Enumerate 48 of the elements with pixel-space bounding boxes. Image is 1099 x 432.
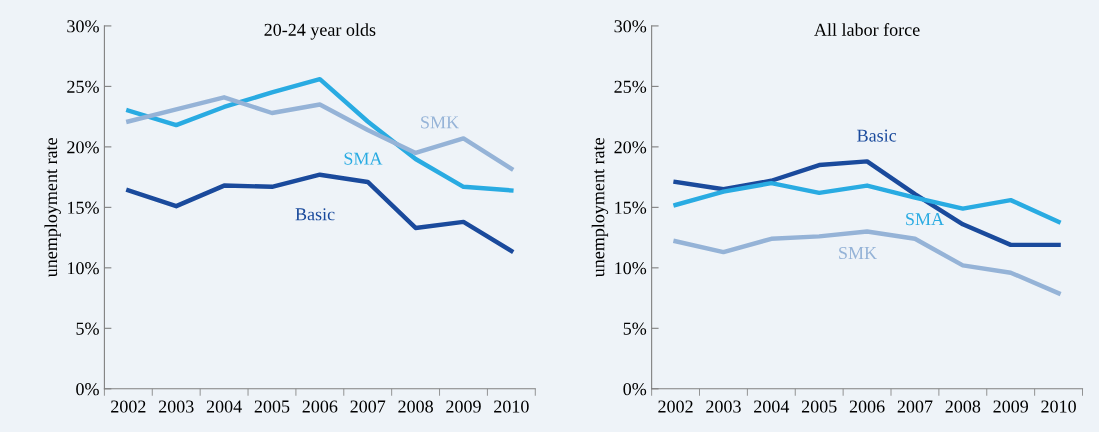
series-label: Basic (857, 129, 897, 142)
x-tick-label: 2005 (801, 400, 837, 413)
line-series (126, 76, 514, 193)
x-tick-label: 2004 (754, 400, 790, 413)
y-tick-label: 5% (76, 322, 99, 335)
x-tick-label: 2009 (993, 400, 1029, 413)
line-series (673, 229, 1061, 296)
x-tick-label: 2007 (897, 400, 933, 413)
x-tick-label: 2003 (158, 400, 194, 413)
y-tick-label: 15% (615, 201, 647, 214)
y-tick-label: 15% (68, 201, 99, 214)
y-tick-label: 20% (67, 141, 99, 154)
line-series (126, 95, 514, 171)
y-tick-label: 30% (614, 20, 647, 33)
x-tick-label: 2010 (494, 400, 529, 413)
line-series (673, 180, 1061, 225)
series-label: SMA (344, 152, 383, 165)
x-tick-label: 2004 (206, 400, 242, 413)
x-tick-label: 2005 (254, 400, 290, 413)
x-tick-label: 2008 (398, 400, 433, 413)
y-tick-label: 25% (614, 80, 647, 93)
line-series (126, 172, 514, 254)
x-tick-label: 2008 (945, 400, 981, 413)
y-tick-label: 10% (615, 262, 647, 275)
x-tick-label: 2002 (111, 400, 146, 413)
line-series (673, 159, 1061, 248)
x-tick-label: 2006 (849, 400, 885, 413)
x-tick-label: 2006 (302, 400, 338, 413)
y-tick-label: 10% (68, 262, 99, 275)
series-label: SMK (421, 116, 459, 129)
y-tick-label: 0% (623, 383, 647, 396)
y-tick-label: 0% (76, 383, 99, 396)
series-label: SMA (906, 213, 944, 226)
y-tick-label: 25% (67, 80, 99, 93)
x-tick-label: 2003 (706, 400, 741, 413)
y-axis-title: unemployment rate (591, 138, 609, 278)
series-label: Basic (295, 208, 335, 221)
x-tick-label: 2007 (350, 400, 386, 413)
y-tick-label: 20% (614, 141, 647, 154)
x-tick-label: 2009 (446, 400, 481, 413)
y-tick-label: 30% (67, 20, 99, 33)
series-label: SMK (839, 246, 877, 260)
chart-title: All labor force (814, 23, 920, 36)
y-axis-title: unemployment rate (44, 138, 61, 278)
y-tick-label: 5% (623, 322, 647, 335)
chart-title: 20-24 year olds (264, 23, 376, 40)
x-tick-label: 2002 (658, 400, 693, 413)
x-tick-label: 2010 (1041, 400, 1076, 413)
